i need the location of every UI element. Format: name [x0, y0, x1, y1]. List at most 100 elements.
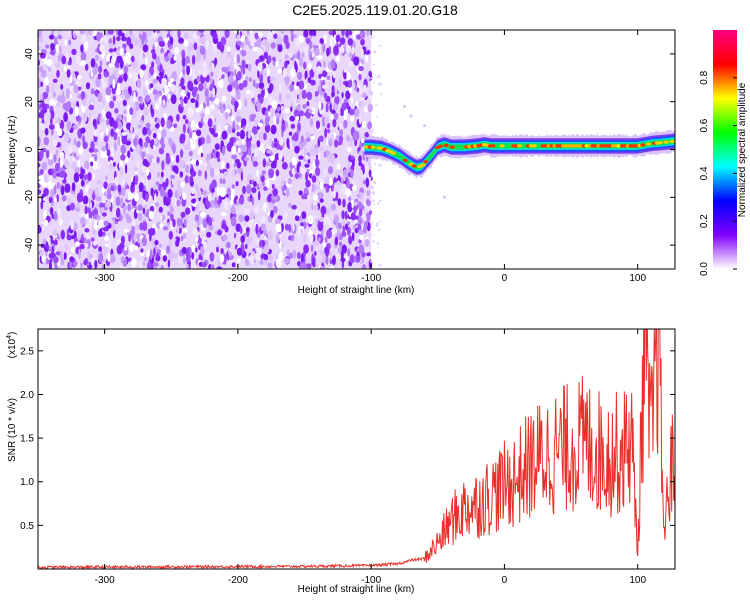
noise-speck — [284, 60, 288, 69]
noise-speck — [359, 88, 363, 95]
noise-speck — [301, 211, 307, 219]
noise-speck — [180, 89, 186, 97]
noise-speck — [80, 51, 87, 62]
noise-speck — [335, 55, 341, 63]
noise-speck — [326, 229, 332, 239]
noise-speck — [176, 217, 181, 227]
noise-speck — [221, 161, 225, 169]
noise-speck — [56, 194, 59, 203]
noise-speck — [79, 30, 85, 35]
noise-speck — [84, 40, 89, 51]
noise-speck — [357, 213, 361, 224]
noise-speck — [357, 201, 362, 209]
noise-speck — [44, 76, 49, 86]
noise-speck — [252, 79, 256, 88]
noise-speck — [122, 99, 127, 107]
spectrogram-x-label: Height of straight line (km) — [298, 285, 415, 296]
noise-speck — [338, 241, 343, 247]
noise-speck — [310, 244, 314, 253]
noise-speck — [230, 81, 237, 87]
noise-speck — [145, 167, 150, 176]
noise-speck — [158, 243, 163, 248]
noise-speck — [376, 222, 379, 225]
noise-speck — [185, 89, 188, 95]
noise-speck — [69, 85, 75, 92]
noise-speck — [93, 129, 100, 137]
noise-speck — [180, 77, 185, 86]
noise-speck — [68, 39, 72, 46]
noise-speck — [113, 132, 117, 141]
noise-speck — [146, 249, 151, 258]
noise-speck — [246, 140, 252, 149]
noise-speck — [133, 91, 136, 102]
noise-speck — [65, 88, 70, 98]
noise-speck — [192, 32, 198, 40]
noise-speck — [92, 173, 96, 180]
noise-speck — [256, 104, 262, 112]
noise-speck — [144, 203, 148, 209]
noise-speck — [105, 243, 109, 248]
noise-speck — [275, 112, 280, 119]
noise-speck — [85, 82, 91, 90]
noise-speck — [349, 108, 355, 116]
noise-speck — [294, 173, 300, 179]
noise-speck — [156, 118, 161, 124]
noise-speck — [142, 191, 145, 197]
noise-speck — [110, 128, 115, 137]
noise-speck — [360, 38, 365, 46]
noise-speck — [294, 145, 300, 154]
noise-speck — [71, 234, 75, 240]
noise-speck — [298, 140, 304, 150]
noise-speck — [71, 156, 76, 162]
noise-speck — [322, 43, 326, 53]
noise-speck — [115, 30, 119, 36]
noise-speck — [39, 122, 46, 131]
noise-speck — [343, 119, 348, 129]
noise-speck — [124, 246, 128, 251]
noise-speck — [373, 162, 377, 165]
noise-speck — [304, 163, 310, 168]
noise-speck — [286, 84, 290, 90]
noise-speck — [69, 256, 74, 262]
noise-speck — [273, 205, 278, 214]
noise-speck — [234, 104, 237, 113]
noise-speck — [209, 83, 213, 92]
noise-speck — [350, 168, 354, 179]
noise-speck — [98, 219, 104, 229]
noise-speck — [372, 181, 377, 185]
noise-speck — [56, 102, 60, 107]
noise-speck — [38, 78, 42, 89]
noise-speck — [317, 55, 323, 60]
noise-speck — [51, 127, 54, 136]
noise-speck — [176, 224, 180, 235]
noise-speck — [325, 184, 330, 193]
noise-speck — [182, 114, 187, 120]
noise-speck — [162, 226, 169, 231]
noise-speck — [324, 37, 327, 43]
noise-speck — [220, 187, 226, 193]
noise-speck — [226, 46, 231, 53]
noise-speck — [186, 263, 189, 269]
noise-speck — [60, 257, 65, 266]
noise-speck — [329, 259, 333, 265]
noise-speck — [198, 159, 203, 165]
noise-speck — [231, 154, 238, 160]
x-tick-label: -200 — [228, 575, 248, 586]
noise-speck — [230, 61, 233, 68]
noise-speck — [196, 75, 201, 83]
noise-speck — [214, 197, 218, 206]
noise-speck — [149, 83, 154, 89]
noise-speck — [352, 40, 356, 49]
noise-speck — [311, 257, 316, 262]
noise-speck — [238, 196, 245, 205]
noise-speck — [371, 221, 374, 224]
noise-speck — [52, 78, 58, 84]
noise-speck — [43, 187, 49, 197]
noise-speck — [164, 85, 169, 95]
noise-speck — [50, 118, 53, 125]
ridge-core — [390, 151, 397, 155]
noise-speck — [284, 223, 290, 231]
noise-speck — [271, 100, 278, 109]
noise-speck — [271, 184, 275, 189]
noise-speck — [139, 101, 145, 111]
